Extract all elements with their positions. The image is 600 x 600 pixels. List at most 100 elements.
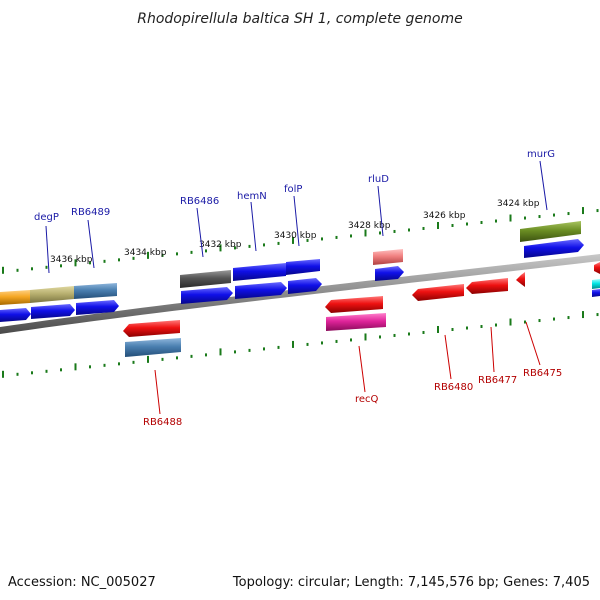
scale-tick-minor [89, 261, 91, 265]
gene-feature-rb6486[interactable] [180, 270, 231, 288]
scale-label: 3434 kbp [124, 248, 167, 258]
scale-tick-minor [422, 330, 425, 334]
gene-label[interactable]: RB6477 [478, 375, 517, 386]
gene-arrow[interactable] [288, 278, 322, 294]
label-leaders-bottom [154, 321, 541, 415]
scale-tick-minor [596, 313, 599, 317]
scale-tick-minor [277, 345, 280, 349]
scale-tick-minor [480, 325, 483, 329]
scale-tick-major [147, 251, 149, 259]
scale-tick-major [509, 214, 512, 222]
gene-arrow[interactable] [235, 282, 287, 299]
gene-feature[interactable] [0, 290, 30, 305]
scale-tick-major [582, 207, 584, 215]
scale-tick-minor [248, 244, 251, 248]
gene-label[interactable]: RB6480 [434, 382, 473, 393]
scale-label: 3430 kbp [274, 231, 317, 241]
gene-feature-murG[interactable] [520, 221, 581, 242]
scale-tick-minor [45, 265, 48, 269]
scale-tick-minor [393, 333, 396, 337]
scale-label: 3436 kbp [50, 255, 93, 265]
scale-tick-minor [335, 235, 338, 239]
scale-label: 3426 kbp [423, 211, 466, 221]
gene-feature[interactable] [30, 286, 74, 303]
scale-tick-major [147, 355, 149, 363]
scale-tick-minor [45, 369, 48, 373]
scale-tick-minor [335, 339, 338, 343]
scale-tick-major [364, 333, 367, 341]
scale-tick-minor [422, 226, 425, 230]
scale-tick-minor [103, 363, 106, 367]
scale-ticks-upper [2, 207, 599, 274]
scale-tick-major [292, 236, 294, 244]
scale-tick-minor [176, 356, 178, 360]
scale-label: 3424 kbp [497, 199, 540, 209]
gene-arrow-rb6480[interactable] [412, 284, 464, 301]
scale-tick-minor [567, 316, 570, 320]
scale-tick-minor [538, 215, 541, 219]
scale-tick-minor [118, 362, 120, 366]
gene-feature-rb6489[interactable] [74, 283, 117, 299]
gene-arrow-rb6477[interactable] [466, 278, 508, 294]
map-title: Rhodopirellula baltica SH 1, complete ge… [137, 11, 463, 27]
gene-arrow[interactable] [76, 300, 119, 315]
gene-arrow[interactable] [181, 287, 233, 304]
scale-ticks-lower [2, 311, 599, 378]
gene-label[interactable]: recQ [355, 394, 379, 405]
scale-tick-minor [567, 212, 570, 216]
gene-arrow[interactable] [31, 304, 75, 319]
gene-label[interactable]: RB6475 [523, 368, 562, 379]
scale-tick-minor [263, 243, 265, 247]
gene-feature-rluD[interactable] [373, 249, 403, 265]
gene-arrow-rb6488[interactable] [123, 320, 180, 337]
gene-feature[interactable] [592, 279, 600, 289]
scale-tick-minor [553, 213, 555, 217]
scale-tick-minor [596, 209, 599, 213]
scale-labels: 3436 kbp 3434 kbp 3432 kbp 3430 kbp 3428… [50, 199, 540, 265]
gene-arrow[interactable] [375, 266, 404, 281]
scale-tick-minor [538, 319, 541, 323]
scale-tick-minor [480, 221, 483, 225]
scale-tick-minor [263, 347, 265, 351]
gene-label[interactable]: RB6488 [143, 417, 182, 428]
gene-feature-hemN[interactable] [233, 263, 286, 281]
gene-feature[interactable] [125, 338, 181, 357]
scale-tick-minor [379, 231, 381, 235]
gene-label[interactable]: RB6486 [180, 196, 219, 207]
gene-label[interactable]: degP [34, 212, 59, 223]
scale-tick-minor [161, 357, 164, 361]
gene-label[interactable]: murG [527, 149, 555, 160]
scale-tick-minor [306, 342, 309, 346]
gene-arrow[interactable] [524, 239, 584, 258]
scale-tick-minor [16, 372, 19, 376]
scale-tick-minor [132, 256, 135, 260]
gene-label[interactable]: folP [284, 184, 302, 195]
gene-arrow[interactable] [0, 308, 31, 322]
gene-feature-recQ[interactable] [326, 313, 386, 331]
gene-labels-top: degP RB6489 RB6486 hemN folP rluD murG [34, 149, 555, 223]
gene-feature[interactable] [592, 289, 600, 297]
scale-tick-minor [524, 320, 526, 324]
gene-feature-folP[interactable] [286, 259, 320, 275]
gene-arrow[interactable] [325, 296, 383, 313]
scale-tick-minor [132, 360, 135, 364]
scale-tick-minor [350, 234, 352, 238]
gene-feature[interactable] [594, 262, 600, 274]
scale-tick-major [219, 244, 222, 252]
scale-tick-major [509, 318, 512, 326]
scale-tick-minor [234, 246, 236, 250]
scale-tick-minor [408, 332, 410, 336]
scale-tick-minor [190, 250, 193, 254]
scale-tick-major [74, 363, 77, 371]
gene-label[interactable]: hemN [237, 191, 267, 202]
scale-tick-minor [495, 323, 497, 327]
scale-tick-major [2, 370, 4, 378]
gene-labels-bottom: RB6488 recQ RB6480 RB6477 RB6475 [143, 368, 562, 428]
gene-label[interactable]: rluD [368, 174, 389, 185]
scale-tick-minor [31, 267, 33, 271]
scale-tick-minor [248, 348, 251, 352]
gene-arrow-rb6475[interactable] [516, 272, 525, 287]
scale-tick-minor [161, 253, 164, 257]
gene-label[interactable]: RB6489 [71, 207, 110, 218]
scale-tick-minor [321, 341, 323, 345]
